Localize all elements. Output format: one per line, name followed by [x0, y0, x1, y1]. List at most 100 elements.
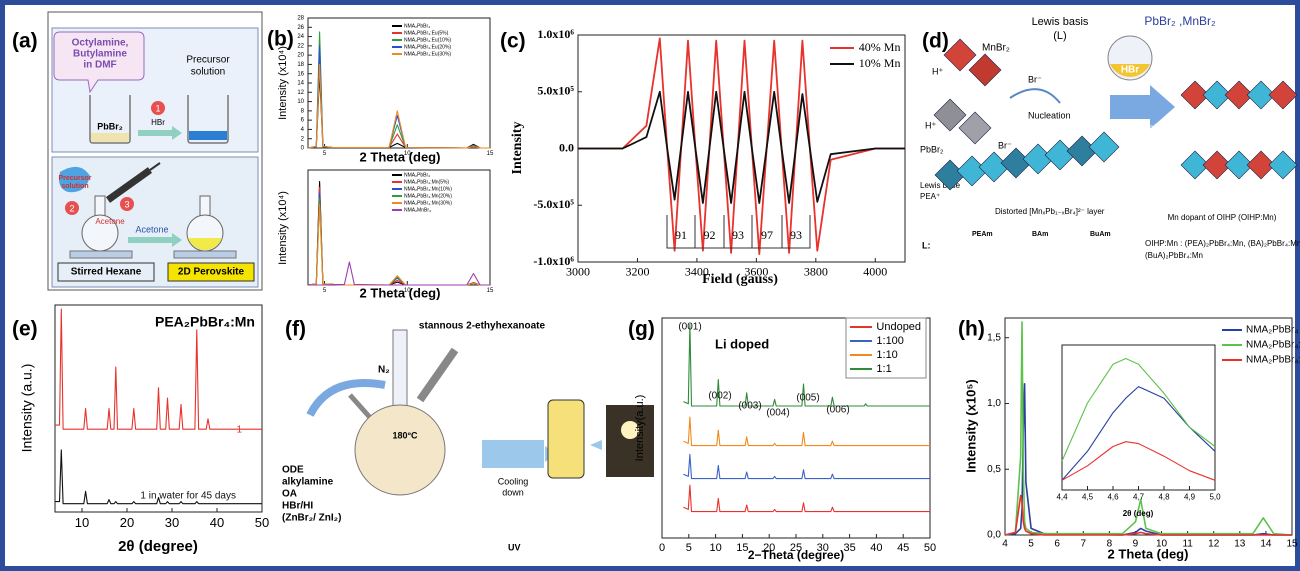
splitting-label: 93 [790, 228, 802, 242]
label: N₂ [378, 365, 390, 376]
decoration [606, 405, 654, 477]
x-tick-label: 8 [1107, 539, 1113, 550]
label: solution [61, 183, 88, 190]
panel-f: (f) N₂ stannous 2-ethyhexanoate 180°C OD… [282, 318, 654, 552]
label: 180°C [392, 430, 418, 440]
decoration [416, 347, 459, 403]
decoration [91, 133, 129, 142]
bracket [666, 215, 811, 249]
decoration [53, 31, 145, 94]
legend-label: 1:1 [876, 363, 891, 375]
x-tick-label: 10 [404, 151, 411, 157]
legend-label: NMA₂PbBr₄:Eu(5%) [404, 30, 449, 36]
x-tick-label: 5 [323, 151, 327, 157]
y-tick-label: 26 [297, 25, 304, 31]
panel-label: (h) [958, 318, 985, 341]
octahedron [933, 98, 967, 132]
x-tick-label: 9 [1133, 539, 1139, 550]
decoration [172, 233, 182, 247]
legend-label: NMA₂PbBr₄ [404, 172, 430, 178]
y-axis-label: Intensity [510, 122, 525, 175]
decoration [120, 197, 134, 211]
y-tick-label: 6 [301, 118, 305, 124]
x-tick-label: 30 [165, 515, 179, 530]
decoration [354, 404, 446, 496]
y-tick-label: 1,0 [987, 398, 1001, 409]
label: PbBr₂ ,MnBr₂ [1144, 14, 1216, 28]
data-line [307, 63, 490, 149]
x-tick-label: 15 [487, 288, 494, 294]
label: Mn dopant of OIHP (OIHP:Mn) [1168, 213, 1277, 222]
x-tick-label: 10 [404, 288, 411, 294]
x-tick-label: 10 [1156, 539, 1168, 550]
x-tick-label: 35 [843, 542, 855, 554]
x-tick-label: 20 [120, 515, 134, 530]
x-tick-label: 6 [1054, 539, 1060, 550]
y-tick-label: 14 [297, 81, 304, 87]
panel-label: (g) [628, 318, 655, 341]
legend-label: NMA₂PbBr₄:Mn(30%) [404, 200, 452, 206]
label: MnBr₂ [982, 43, 1010, 54]
panel-label: (b) [267, 28, 294, 51]
decoration [89, 95, 131, 144]
legend-label: 40% Mn [859, 40, 901, 54]
annotation: 1 [236, 425, 242, 436]
x-tick-label: 4 [1002, 539, 1008, 550]
x-axis-label: 2 Theta (deg) [1108, 546, 1189, 561]
x-tick-label: 40 [210, 515, 224, 530]
x-tick-label: 10 [75, 515, 89, 530]
decoration [1009, 88, 1061, 104]
data-line [1061, 441, 1216, 481]
y-axis-label: Intensity (x10⁴) [277, 46, 289, 120]
x-tick-label: 15 [1286, 539, 1298, 550]
octahedron [1224, 80, 1254, 110]
legend-label: NMA₂PbBr₄ [404, 23, 430, 29]
label: (a) [12, 30, 38, 53]
decoration [590, 440, 602, 450]
y-tick-label: 0 [301, 146, 305, 152]
splitting-label: 92 [704, 228, 716, 242]
label: down [502, 487, 524, 497]
y-tick-label: 12 [297, 90, 304, 96]
y-tick-label: 22 [297, 43, 304, 49]
label: HBr [1121, 65, 1139, 76]
label: Lewis base [920, 181, 961, 190]
data-line [683, 324, 930, 407]
decoration [149, 162, 161, 171]
data-line [578, 90, 905, 204]
y-tick-label: 0,5 [987, 464, 1001, 475]
x-axis-label: 2−Theta (degree) [748, 548, 844, 562]
decoration [547, 399, 585, 479]
x-tick-label: 4,9 [1184, 492, 1196, 501]
decoration [482, 440, 544, 468]
label: PbBr₂ [920, 144, 944, 154]
decoration [65, 201, 79, 215]
decoration [59, 166, 90, 193]
label: L: [922, 240, 931, 250]
y-axis-label: Intensity(a.u.) [634, 395, 646, 462]
octahedron [1180, 80, 1210, 110]
label: Nucleation [1028, 110, 1071, 120]
label: Precursor [186, 55, 230, 66]
x-axis-label: 2θ (degree) [118, 538, 198, 555]
x-tick-label: 5,0 [1209, 492, 1221, 501]
x-tick-label: 40 [870, 542, 882, 554]
label: (f) [285, 318, 306, 341]
x-axis-label: Field (gauss) [702, 272, 778, 287]
splitting-label: 97 [761, 228, 773, 242]
y-axis-label: Intensity (x10⁴) [277, 191, 289, 265]
label: Distorted [MnₓPb₁₋ₓBr₄]²⁻ layer [995, 207, 1105, 216]
annotation: (003) [738, 401, 761, 412]
x-tick-label: 25 [790, 542, 802, 554]
label: 2D Perovskite [178, 267, 245, 278]
octahedron [958, 111, 992, 145]
x-tick-label: 14 [1260, 539, 1272, 550]
annotation: (001) [678, 322, 701, 333]
y-tick-label: 5.0x10⁵ [537, 84, 574, 98]
octahedron [1088, 131, 1120, 163]
decoration [306, 379, 386, 417]
decoration [188, 238, 222, 251]
y-axis-label: Intensity (a.u.) [19, 364, 35, 453]
decoration [621, 421, 639, 439]
x-tick-label: 4,5 [1082, 492, 1094, 501]
